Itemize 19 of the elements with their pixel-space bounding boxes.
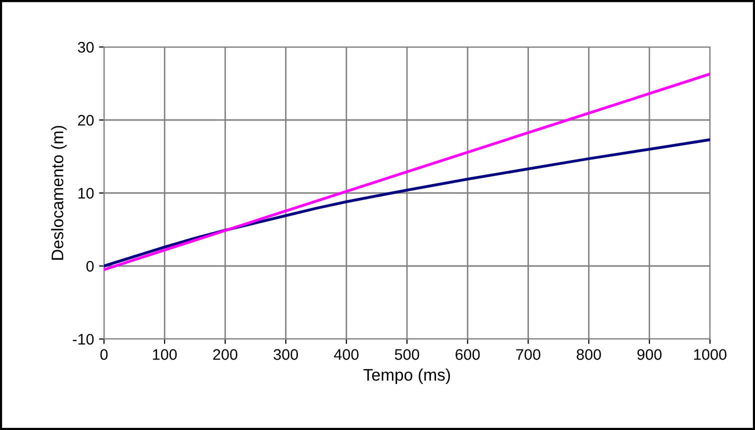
x-tick-label: 500: [394, 349, 420, 360]
x-tick-label: 1000: [694, 349, 726, 360]
y-tick-label: 30: [78, 42, 94, 53]
x-tick-label: 100: [153, 349, 177, 360]
x-tick-label: 900: [637, 349, 662, 360]
x-axis-title: Tempo (ms): [363, 368, 450, 384]
y-tick-label: 0: [86, 260, 94, 272]
x-tick-label: 400: [334, 349, 359, 360]
y-tick-label: 10: [78, 188, 94, 199]
y-tick-label: -10: [72, 334, 94, 345]
x-tick-label: 600: [456, 349, 480, 360]
x-tick-label: 800: [576, 349, 601, 360]
y-axis-title: Deslocamento (m): [51, 126, 67, 260]
x-tick-label: 300: [274, 349, 298, 360]
x-tick-label: 700: [516, 349, 540, 360]
line-series: [104, 138, 710, 268]
x-tick-label: 0: [100, 349, 108, 360]
y-tick-label: 20: [78, 114, 94, 126]
x-tick-label: 200: [213, 349, 238, 360]
